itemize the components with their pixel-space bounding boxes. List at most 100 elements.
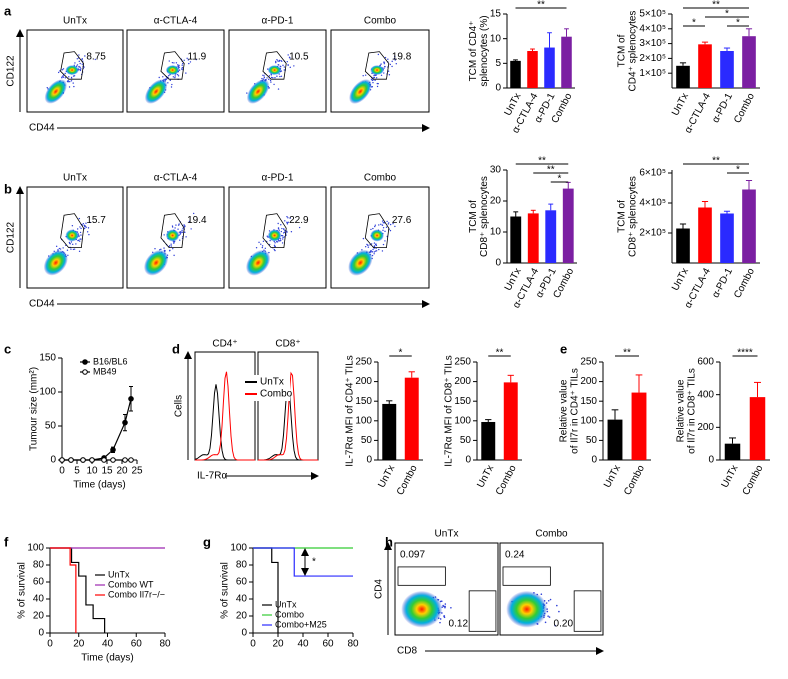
flow-event — [373, 245, 376, 247]
y-tick-label: 400 — [697, 389, 714, 400]
flow-event — [377, 53, 380, 56]
flow-event — [190, 228, 192, 230]
flow-event — [375, 250, 378, 252]
flow-event — [72, 243, 74, 246]
flow-event — [57, 71, 60, 74]
flow-event — [181, 64, 183, 66]
flow-event — [72, 248, 75, 251]
x-tick-label: 20 — [116, 466, 128, 477]
flow-event — [84, 226, 86, 228]
flow-event — [274, 77, 276, 79]
flow-event — [388, 74, 391, 76]
survival-curve — [50, 547, 77, 633]
gate-value: 0.097 — [400, 550, 425, 561]
x-tick-label: UnTx — [670, 91, 691, 117]
flow-plot-title: UnTx — [63, 16, 87, 27]
y-axis-label: Relative value — [675, 379, 686, 442]
flow-event — [83, 66, 85, 68]
flow-event — [276, 75, 278, 77]
panel-letter: g — [203, 534, 211, 549]
flow-event — [372, 79, 374, 81]
flow-event — [68, 241, 71, 244]
flow-event — [74, 62, 76, 64]
flow-event — [177, 75, 180, 77]
flow-event — [378, 248, 380, 251]
flow-event — [387, 58, 389, 60]
significance-label: ** — [537, 0, 545, 11]
bar — [510, 216, 522, 263]
flow-event — [281, 227, 283, 230]
legend-label: MB49 — [93, 366, 117, 376]
point — [128, 457, 134, 463]
flow-event — [78, 65, 80, 68]
flow-event — [261, 246, 264, 249]
x-tick-label: Combo — [494, 463, 519, 497]
flow-event — [174, 227, 176, 229]
flow-event — [380, 223, 382, 226]
flow-event — [549, 598, 552, 601]
error-bar — [754, 381, 761, 398]
flow-plot-title: Combo — [364, 16, 397, 27]
flow-event — [168, 250, 171, 252]
flow-event — [444, 606, 446, 609]
flow-event — [59, 70, 61, 72]
flow-event — [168, 74, 170, 77]
error-bar — [701, 201, 709, 208]
y-tick-label: 100 — [27, 543, 44, 554]
y-tick-label: 50 — [45, 421, 57, 432]
flow-event — [374, 79, 376, 82]
y-tick-label: 4×10⁵ — [639, 198, 666, 209]
flow-event — [261, 245, 264, 247]
flow-event — [160, 248, 162, 251]
flow-event — [181, 66, 184, 69]
flow-event — [67, 81, 70, 83]
error-bar — [745, 180, 753, 190]
significance-label: * — [736, 165, 740, 176]
density-cloud — [44, 79, 67, 104]
histogram-frame — [257, 351, 319, 461]
flow-event — [79, 62, 81, 65]
flow-event — [269, 239, 271, 242]
flow-event — [395, 63, 397, 65]
flow-event — [69, 80, 71, 83]
density-cloud — [349, 79, 372, 104]
x-tick-label: Combo — [622, 463, 647, 497]
error-bar — [723, 210, 731, 214]
flow-event — [272, 77, 274, 79]
error-bar — [745, 28, 753, 37]
flow-event — [540, 593, 543, 596]
flow-event — [387, 70, 390, 72]
y-tick-label: 2×10⁵ — [639, 228, 666, 239]
x-axis-label: IL-7Rα — [197, 471, 227, 482]
flow-event — [167, 82, 169, 84]
flow-event — [75, 243, 77, 245]
flow-event — [46, 86, 48, 89]
x-tick-label: UnTx — [670, 266, 691, 292]
survival-curve — [50, 547, 106, 633]
flow-event — [375, 77, 378, 79]
flow-event — [187, 59, 189, 61]
error-bar — [548, 203, 554, 211]
flow-event — [376, 82, 379, 85]
gate — [397, 566, 446, 586]
flow-event — [373, 76, 376, 79]
flow-event — [270, 76, 273, 79]
y-tick-label: 60 — [33, 577, 45, 588]
flow-event — [270, 81, 272, 83]
flow-event — [89, 221, 91, 224]
flow-event — [263, 75, 265, 77]
panel-letter: b — [4, 181, 12, 196]
y-tick-label: 80 — [236, 560, 248, 571]
significance-label: ** — [712, 156, 720, 167]
flow-event — [262, 74, 264, 76]
y-tick-label: 600 — [697, 357, 714, 368]
bar — [749, 397, 766, 460]
x-tick-label: 20 — [272, 639, 284, 650]
flow-plot-title: UnTx — [435, 529, 459, 540]
legend-label: Combo+M25 — [275, 619, 327, 629]
legend-marker — [82, 359, 88, 365]
flow-event — [371, 251, 374, 253]
y-tick-label: 250 — [355, 357, 372, 368]
density-cloud — [506, 590, 548, 628]
